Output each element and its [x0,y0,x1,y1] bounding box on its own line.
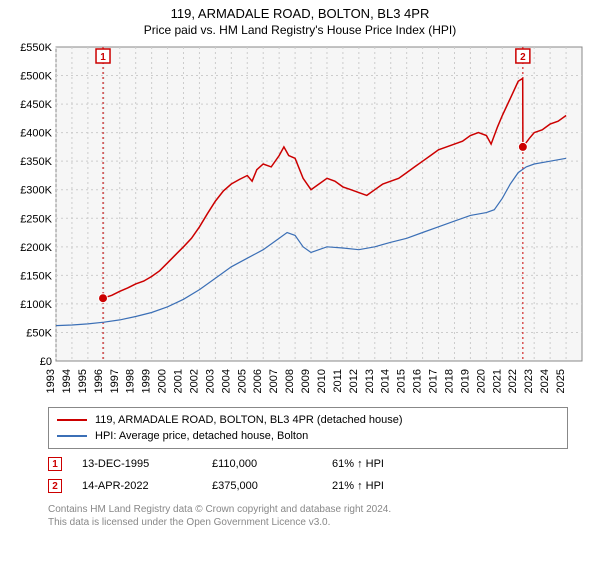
svg-text:2024: 2024 [539,369,551,393]
svg-text:1999: 1999 [141,369,153,393]
chart-title: 119, ARMADALE ROAD, BOLTON, BL3 4PR [0,6,600,21]
svg-text:£150K: £150K [20,270,52,282]
chart-area: £0 £50K £100K £150K £200K £250K £300K £350K £400… [12,41,588,401]
svg-text:2022: 2022 [507,369,519,393]
chart-subtitle: Price paid vs. HM Land Registry's House … [0,23,600,37]
svg-text:2012: 2012 [348,369,360,393]
svg-text:2018: 2018 [443,369,455,393]
transaction-date: 13-DEC-1995 [82,458,212,470]
transaction-row: 2 14-APR-2022£375,00021% ↑ HPI [48,475,568,497]
transaction-price: £375,000 [212,480,332,492]
footnote-line1: Contains HM Land Registry data © Crown c… [48,503,588,516]
svg-text:2023: 2023 [523,369,535,393]
svg-text:£0: £0 [40,356,52,368]
svg-text:2: 2 [520,52,526,63]
svg-text:£350K: £350K [20,156,52,168]
svg-text:2005: 2005 [236,369,248,393]
legend-row: 119, ARMADALE ROAD, BOLTON, BL3 4PR (det… [57,412,559,428]
svg-text:£500K: £500K [20,71,52,83]
svg-text:£400K: £400K [20,128,52,140]
svg-text:£100K: £100K [20,299,52,311]
svg-text:1996: 1996 [93,369,105,393]
legend-swatch [57,435,87,437]
svg-text:2000: 2000 [157,369,169,393]
legend: 119, ARMADALE ROAD, BOLTON, BL3 4PR (det… [48,407,568,449]
svg-text:£250K: £250K [20,213,52,225]
transaction-marker: 1 [48,457,62,471]
transaction-date: 14-APR-2022 [82,480,212,492]
svg-text:2014: 2014 [380,369,392,393]
svg-text:2011: 2011 [332,369,344,393]
legend-row: HPI: Average price, detached house, Bolt… [57,428,559,444]
footnote: Contains HM Land Registry data © Crown c… [48,503,588,529]
transactions-table: 1 13-DEC-1995£110,00061% ↑ HPI 2 14-APR-202… [48,453,568,497]
svg-text:2007: 2007 [268,369,280,393]
svg-text:2004: 2004 [220,369,232,393]
svg-text:2006: 2006 [252,369,264,393]
svg-text:2016: 2016 [412,369,424,393]
transaction-hpi-delta: 21% ↑ HPI [332,480,452,492]
transaction-row: 1 13-DEC-1995£110,00061% ↑ HPI [48,453,568,475]
footnote-line2: This data is licensed under the Open Gov… [48,516,588,529]
svg-text:1995: 1995 [77,369,89,393]
svg-text:1: 1 [100,52,106,63]
svg-text:£550K: £550K [20,42,52,54]
transaction-marker: 2 [48,479,62,493]
svg-text:1997: 1997 [109,369,121,393]
svg-text:£450K: £450K [20,99,52,111]
svg-text:2003: 2003 [204,369,216,393]
svg-text:2017: 2017 [428,369,440,393]
chart-svg: £0 £50K £100K £150K £200K £250K £300K £350K £400… [12,41,588,401]
legend-swatch [57,419,87,421]
svg-text:2020: 2020 [475,369,487,393]
svg-text:2019: 2019 [459,369,471,393]
svg-text:1998: 1998 [125,369,137,393]
svg-text:2008: 2008 [284,369,296,393]
svg-text:£200K: £200K [20,242,52,254]
legend-label: HPI: Average price, detached house, Bolt… [95,430,308,442]
svg-text:2015: 2015 [396,369,408,393]
svg-text:2010: 2010 [316,369,328,393]
svg-text:2009: 2009 [300,369,312,393]
svg-text:£300K: £300K [20,185,52,197]
transaction-hpi-delta: 61% ↑ HPI [332,458,452,470]
svg-text:2013: 2013 [364,369,376,393]
svg-text:2021: 2021 [491,369,503,393]
svg-text:2001: 2001 [173,369,185,393]
legend-label: 119, ARMADALE ROAD, BOLTON, BL3 4PR (det… [95,414,403,426]
svg-text:1994: 1994 [61,369,73,393]
svg-text:2025: 2025 [555,369,567,393]
transaction-price: £110,000 [212,458,332,470]
svg-text:1993: 1993 [45,369,57,393]
svg-text:£50K: £50K [26,327,52,339]
svg-text:2002: 2002 [188,369,200,393]
